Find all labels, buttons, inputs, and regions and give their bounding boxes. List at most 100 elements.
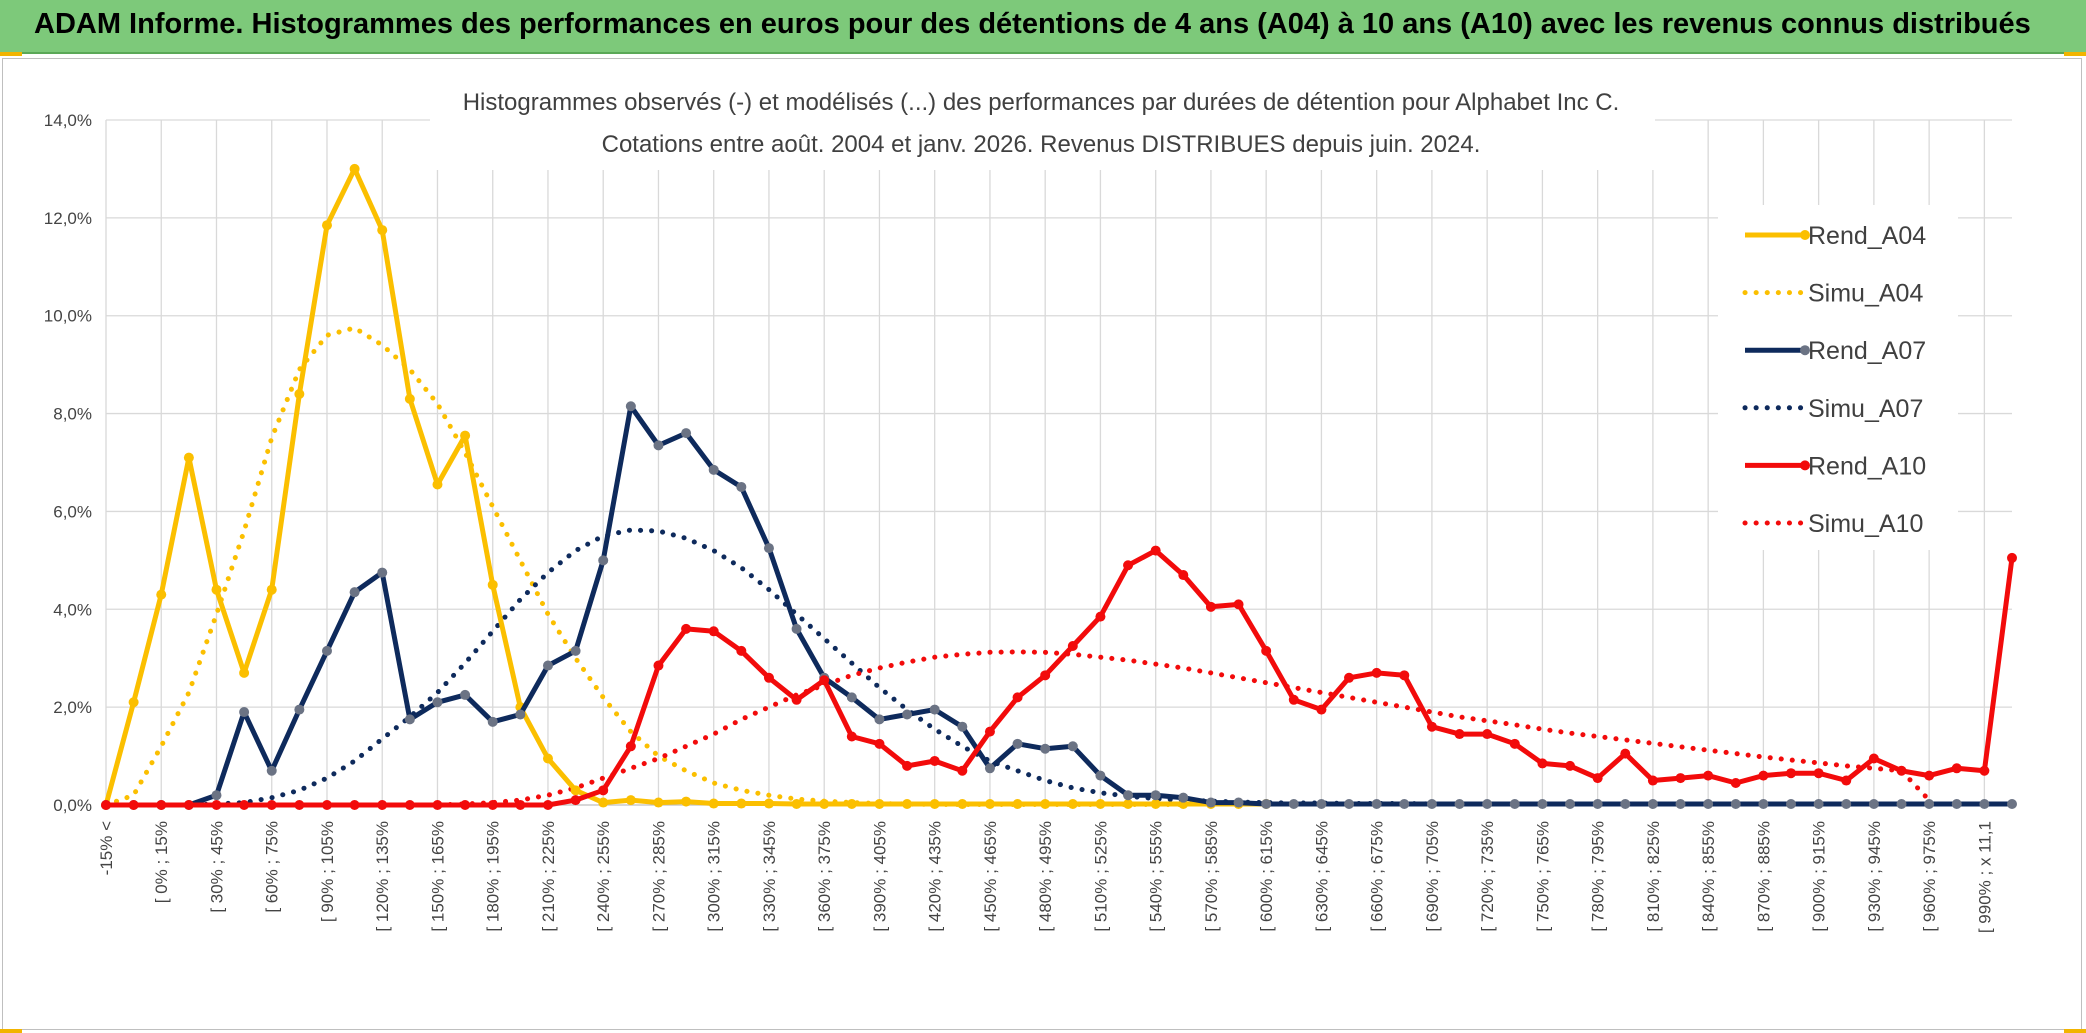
data-point: [211, 790, 222, 801]
data-point: [763, 672, 774, 683]
data-point: [542, 800, 553, 810]
x-tick-label: [ 210% ; 225%: [539, 821, 558, 932]
data-point: [294, 389, 305, 399]
legend: Rend_A04 Simu_A04 Rend_A07 Simu_A07 Rend_A10…: [1742, 222, 1926, 538]
x-tick-label: [ 0% ; 15%: [152, 821, 171, 903]
data-point: [708, 464, 719, 475]
data-point: [1040, 743, 1051, 754]
data-point: [1344, 799, 1355, 810]
data-point: [791, 694, 802, 705]
data-point: [1675, 799, 1686, 810]
legend-item: Simu_A10: [1742, 510, 1923, 538]
data-point: [1316, 704, 1327, 715]
data-point: [321, 800, 332, 810]
data-point: [653, 660, 664, 671]
legend-label: Rend_A07: [1808, 337, 1926, 365]
data-point: [1233, 797, 1244, 808]
data-point: [929, 799, 940, 810]
data-point: [1205, 601, 1216, 612]
y-tick-label: 10,0%: [44, 307, 92, 326]
x-tick-label: [ 240% ; 255%: [594, 821, 613, 932]
data-point: [349, 800, 360, 810]
data-point: [929, 755, 940, 766]
legend-item: Rend_A04: [1745, 222, 1926, 250]
series-simu-a07: [103, 527, 2015, 808]
series-line: [103, 403, 2015, 808]
y-tick-label: 4,0%: [53, 600, 92, 619]
data-point: [1482, 799, 1493, 810]
y-tick-label: 12,0%: [44, 209, 92, 228]
data-point: [1703, 799, 1714, 810]
series-rend-a10: [101, 545, 2017, 810]
chart-frame: [2, 58, 2082, 1030]
chart-subtitle: Cotations entre août. 2004 et janv. 2026…: [602, 131, 1481, 158]
data-point: [1012, 738, 1023, 749]
data-point: [1786, 799, 1797, 810]
data-point: [1730, 799, 1741, 810]
x-tick-label: [ 90% ; 105%: [318, 821, 337, 922]
data-point: [1095, 770, 1106, 781]
data-point: [128, 800, 139, 810]
data-point: [1150, 799, 1161, 810]
data-point: [2007, 552, 2017, 563]
data-point: [819, 675, 830, 686]
legend-label: Simu_A04: [1808, 280, 1923, 308]
data-point: [957, 721, 968, 732]
x-tick-label: [ 930% ; 945%: [1865, 821, 1884, 932]
data-point: [1067, 799, 1078, 810]
corner-accent: [2064, 1029, 2086, 1033]
data-point: [1537, 758, 1548, 769]
series-lines: [101, 163, 2017, 810]
data-point: [736, 798, 747, 809]
data-point: [902, 709, 913, 720]
data-point: [874, 738, 885, 749]
x-tick-label: [ 510% ; 525%: [1091, 821, 1110, 932]
data-point: [349, 163, 360, 174]
y-tick-label: 14,0%: [44, 111, 92, 130]
data-point: [708, 798, 719, 809]
data-point: [984, 763, 995, 774]
data-point: [1592, 773, 1603, 784]
data-point: [1924, 799, 1935, 810]
data-point: [460, 800, 471, 810]
data-point: [957, 765, 968, 776]
data-point: [1095, 799, 1106, 810]
series-rend-a04: [101, 163, 1272, 810]
series-simu-a04: [103, 325, 1186, 808]
data-point: [487, 716, 498, 727]
y-tick-label: 8,0%: [53, 405, 92, 424]
corner-accent: [0, 1029, 22, 1033]
data-point: [957, 799, 968, 810]
data-point: [598, 785, 609, 796]
data-point: [1841, 775, 1852, 786]
data-point: [1012, 799, 1023, 810]
x-tick-label: [ 60% ; 75%: [263, 821, 282, 913]
data-point: [156, 800, 167, 810]
data-point: [1288, 799, 1299, 810]
data-point: [211, 584, 222, 595]
x-tick-label: [ 420% ; 435%: [926, 821, 945, 932]
x-tick-label: [ 630% ; 645%: [1312, 821, 1331, 932]
data-point: [183, 800, 194, 810]
data-point: [681, 623, 692, 634]
series-rend-a07: [101, 401, 2017, 810]
data-point: [239, 667, 250, 678]
title-background: [430, 82, 1655, 170]
data-point: [819, 799, 830, 810]
data-point: [1758, 799, 1769, 810]
x-tick-label: [ 180% ; 195%: [484, 821, 503, 932]
x-tick-label: [ 960% ; 975%: [1920, 821, 1939, 932]
x-tick-label: [ 270% ; 285%: [649, 821, 668, 932]
data-point: [156, 589, 167, 600]
data-point: [404, 393, 415, 404]
data-point: [1233, 599, 1244, 610]
legend-background: [1718, 205, 1958, 550]
legend-item: Simu_A07: [1742, 395, 1923, 423]
data-point: [1620, 799, 1631, 810]
chart-title: Histogrammes observés (-) et modélisés (…: [463, 89, 1620, 116]
x-tick-label: [ 330% ; 345%: [760, 821, 779, 932]
data-point: [1565, 760, 1576, 771]
data-point: [1979, 765, 1990, 776]
data-point: [294, 704, 305, 715]
legend-label: Rend_A10: [1808, 452, 1926, 480]
